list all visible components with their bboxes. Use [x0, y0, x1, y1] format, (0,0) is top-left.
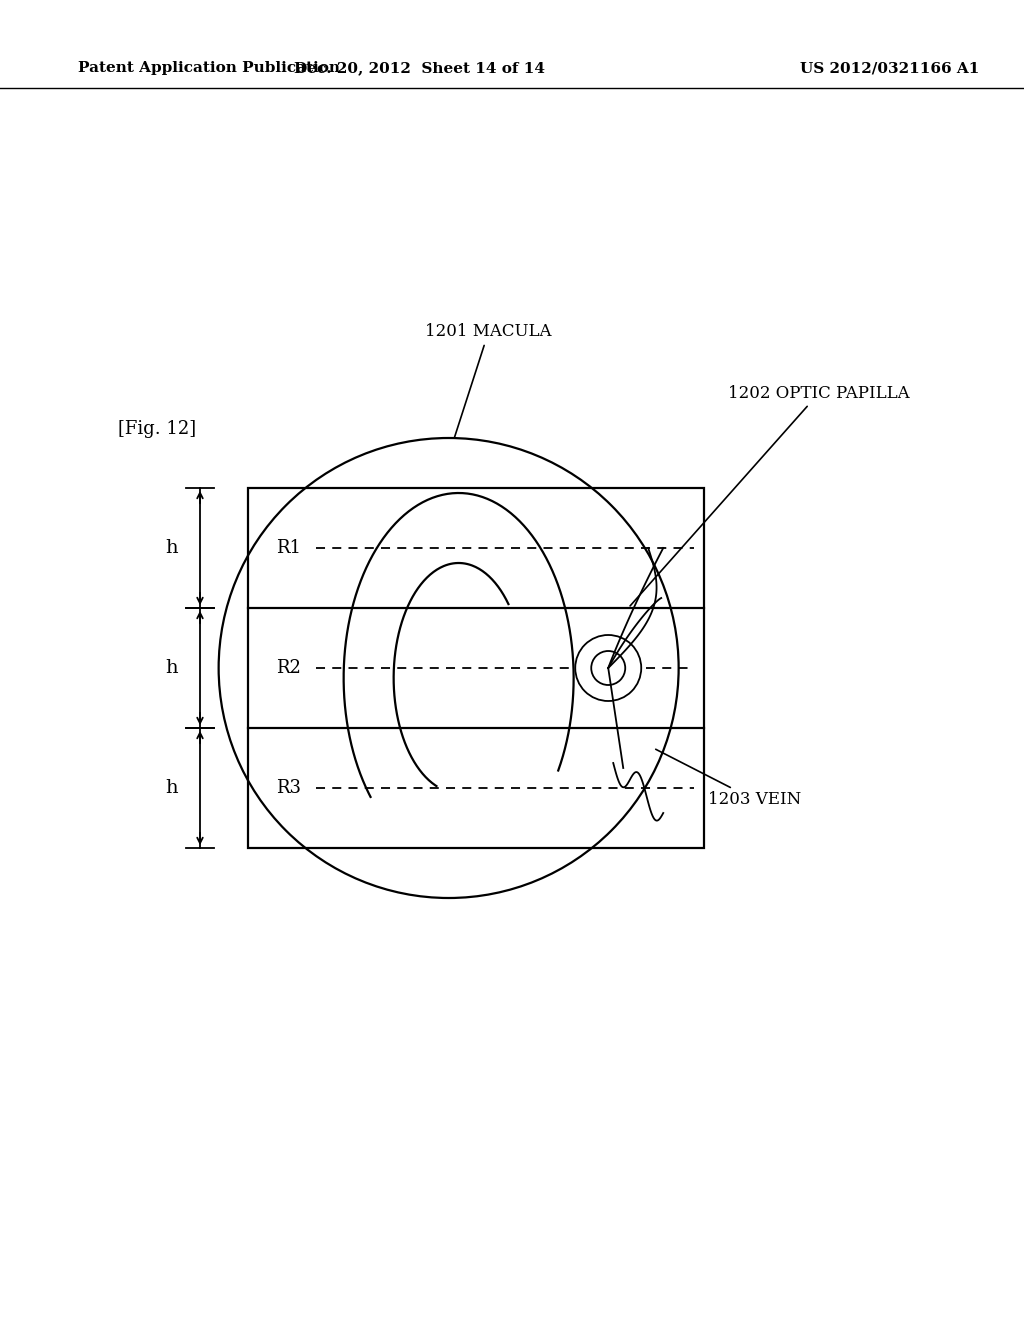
- Text: 1202 OPTIC PAPILLA: 1202 OPTIC PAPILLA: [630, 384, 910, 606]
- Text: R1: R1: [276, 539, 301, 557]
- Text: [Fig. 12]: [Fig. 12]: [118, 420, 197, 438]
- Text: R3: R3: [276, 779, 301, 797]
- Text: US 2012/0321166 A1: US 2012/0321166 A1: [800, 61, 979, 75]
- Text: h: h: [166, 659, 178, 677]
- Text: R2: R2: [276, 659, 301, 677]
- Text: h: h: [166, 779, 178, 797]
- Text: 1203 VEIN: 1203 VEIN: [655, 750, 802, 808]
- Bar: [248, 488, 705, 847]
- Text: 1201 MACULA: 1201 MACULA: [425, 323, 552, 437]
- Text: Patent Application Publication: Patent Application Publication: [78, 61, 340, 75]
- Text: Dec. 20, 2012  Sheet 14 of 14: Dec. 20, 2012 Sheet 14 of 14: [295, 61, 546, 75]
- Text: h: h: [166, 539, 178, 557]
